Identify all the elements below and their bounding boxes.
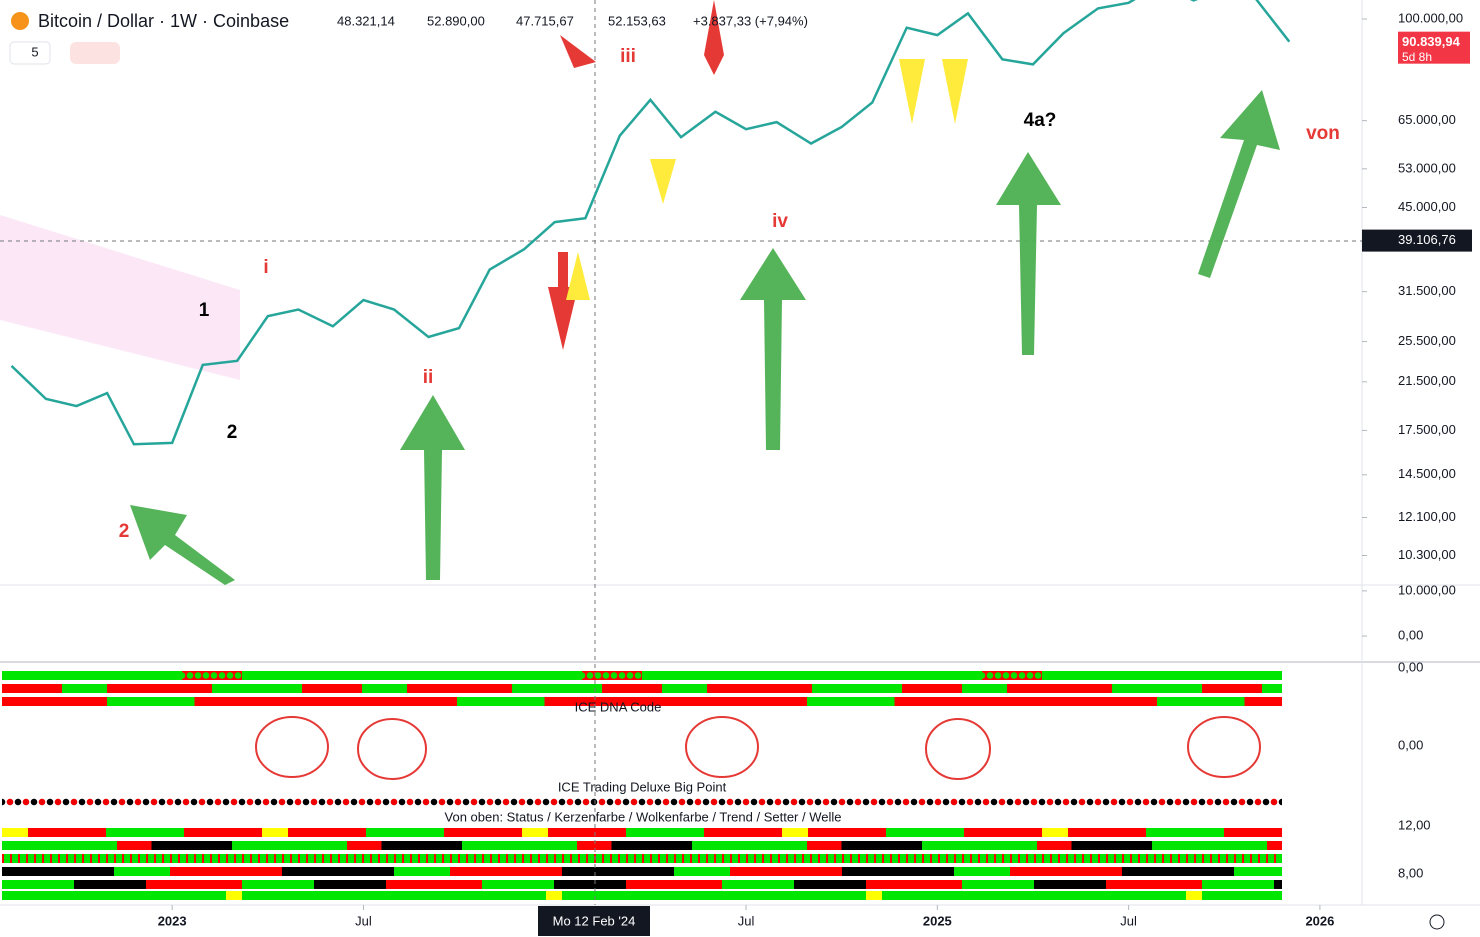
y-tick-label: 45.000,00 [1398,199,1456,214]
bigpoint-row [2,828,1282,837]
settings-icon[interactable] [1429,914,1445,930]
ohlc-close: 52.153,63 [608,13,666,28]
price-line [10,0,1291,446]
bigpoint-row [2,841,1282,850]
signal-arrows [548,0,968,350]
y-tick-label: 53.000,00 [1398,160,1456,175]
x-tick-label: 2026 [1305,913,1334,928]
green-arrows [130,90,1280,585]
y-tick-label: 17.500,00 [1398,422,1456,437]
status-row [2,671,1282,680]
crosshair-price-label: 39.106,76 [1398,232,1456,247]
bigpoint-subtitle: Von oben: Status / Kerzenfarbe / Wolkenf… [445,809,842,824]
wave-label: 1 [199,300,210,321]
crosshair-price-box [1362,229,1472,252]
last-price-box [1398,31,1470,64]
wave-label: iv [772,211,788,232]
x-tick-label: 2023 [158,913,187,928]
hand-circles [255,716,1261,780]
status-axis-label: 0,00 [1398,659,1423,674]
crosshair-date: Mo 12 Feb '24 [553,913,636,928]
wave-label: 2 [119,521,130,542]
wave-label: iii [620,46,636,67]
macd-tick-label: 0,00 [1398,627,1423,642]
alert-badge[interactable] [70,42,120,64]
interval-count: 5 [31,44,38,59]
y-tick-label: 65.000,00 [1398,112,1456,127]
y-tick-label: 31.500,00 [1398,283,1456,298]
status-row [2,697,1282,706]
coin-icon [11,12,29,30]
y-tick-label: 100.000,00 [1398,10,1463,25]
bigpoint-row [2,880,1282,889]
dna-title: ICE DNA Code [575,699,662,714]
wave-label: 4a? [1024,110,1057,131]
ohlc-open: 48.321,14 [337,13,395,28]
y-tick-label: 10.300,00 [1398,547,1456,562]
bigpoint-axis-label: 8,00 [1398,865,1423,880]
wave-label: 2 [227,422,238,443]
cloud [0,215,240,380]
symbol-title: Bitcoin / Dollar · 1W · Coinbase [38,11,289,31]
x-tick-label: Jul [738,913,755,928]
macd-tick-label: 10.000,00 [1398,582,1456,597]
bigpoint-row [2,867,1282,876]
wave-label: i [263,257,268,278]
x-tick-label: Jul [1120,913,1137,928]
wave-label: von [1306,123,1340,144]
bigpoint-title: ICE Trading Deluxe Big Point [558,779,727,794]
ohlc-change: +3.837,33 (+7,94%) [693,13,808,28]
bigpoint-axis-label: 12,00 [1398,817,1431,832]
y-tick-label: 21.500,00 [1398,373,1456,388]
crosshair-date-box [538,906,650,936]
status-row [2,684,1282,693]
interval-box[interactable] [9,41,51,65]
x-tick-label: 2025 [923,913,952,928]
bigpoint-row [2,891,1282,900]
ohlc-low: 47.715,67 [516,13,574,28]
y-tick-label: 14.500,00 [1398,466,1456,481]
wave-label: ii [423,367,434,388]
x-tick-label: Jul [355,913,372,928]
countdown: 5d 8h [1402,50,1432,64]
bigpoint-row [2,798,1282,806]
bigpoint-row [2,854,1282,863]
dna-axis-label: 0,00 [1398,737,1423,752]
y-tick-label: 25.500,00 [1398,333,1456,348]
last-price-label: 90.839,94 [1402,34,1461,49]
ohlc-high: 52.890,00 [427,13,485,28]
y-tick-label: 12.100,00 [1398,509,1456,524]
